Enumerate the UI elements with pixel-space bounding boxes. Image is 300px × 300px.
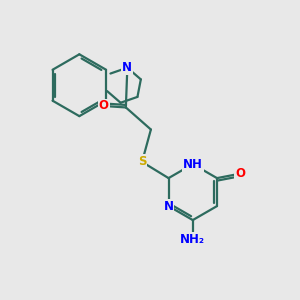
Text: N: N xyxy=(164,200,174,213)
Text: O: O xyxy=(99,100,109,112)
Text: S: S xyxy=(138,155,146,168)
Text: N: N xyxy=(122,61,132,74)
Text: NH: NH xyxy=(183,158,203,171)
Text: NH₂: NH₂ xyxy=(180,233,205,246)
Text: O: O xyxy=(235,167,245,180)
